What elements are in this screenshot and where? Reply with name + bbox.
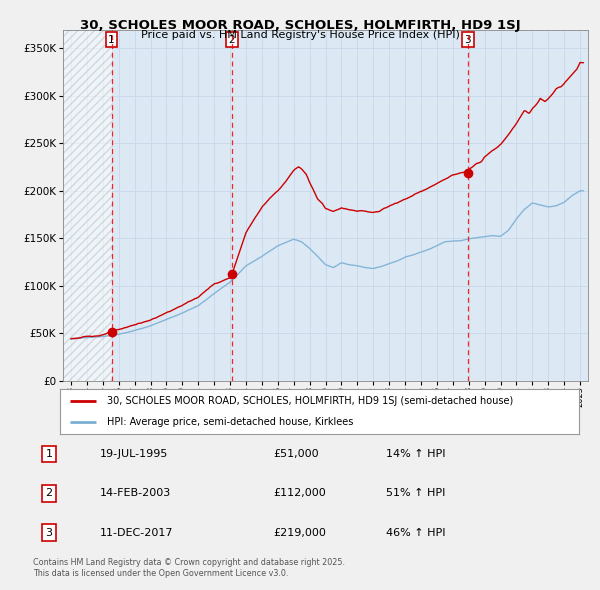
- Text: 46% ↑ HPI: 46% ↑ HPI: [386, 527, 446, 537]
- Text: 51% ↑ HPI: 51% ↑ HPI: [386, 489, 446, 499]
- Text: £51,000: £51,000: [273, 449, 319, 459]
- Text: 30, SCHOLES MOOR ROAD, SCHOLES, HOLMFIRTH, HD9 1SJ: 30, SCHOLES MOOR ROAD, SCHOLES, HOLMFIRT…: [80, 19, 520, 32]
- Text: 14% ↑ HPI: 14% ↑ HPI: [386, 449, 446, 459]
- Text: HPI: Average price, semi-detached house, Kirklees: HPI: Average price, semi-detached house,…: [107, 417, 353, 427]
- Text: 2: 2: [229, 35, 235, 45]
- Text: Contains HM Land Registry data © Crown copyright and database right 2025.
This d: Contains HM Land Registry data © Crown c…: [33, 558, 345, 578]
- Text: 19-JUL-1995: 19-JUL-1995: [100, 449, 169, 459]
- Text: Price paid vs. HM Land Registry's House Price Index (HPI): Price paid vs. HM Land Registry's House …: [140, 30, 460, 40]
- Text: 11-DEC-2017: 11-DEC-2017: [100, 527, 174, 537]
- Bar: [63, 30, 112, 381]
- Text: 14-FEB-2003: 14-FEB-2003: [100, 489, 172, 499]
- Text: £219,000: £219,000: [273, 527, 326, 537]
- Text: 1: 1: [108, 35, 115, 45]
- Text: £112,000: £112,000: [273, 489, 326, 499]
- Text: 1: 1: [46, 449, 52, 459]
- Text: 3: 3: [464, 35, 471, 45]
- Text: 3: 3: [46, 527, 52, 537]
- Text: 2: 2: [46, 489, 52, 499]
- Text: 30, SCHOLES MOOR ROAD, SCHOLES, HOLMFIRTH, HD9 1SJ (semi-detached house): 30, SCHOLES MOOR ROAD, SCHOLES, HOLMFIRT…: [107, 396, 513, 407]
